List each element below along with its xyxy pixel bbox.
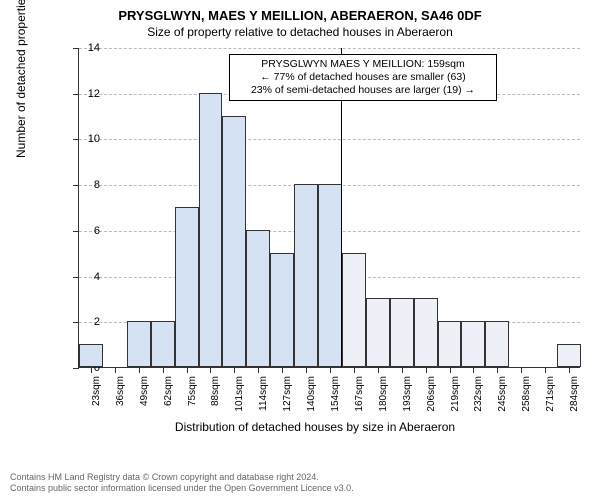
histogram-bar bbox=[79, 344, 103, 367]
x-tick-label: 62sqm bbox=[163, 376, 174, 416]
x-tick-label: 36sqm bbox=[115, 376, 126, 416]
x-tick bbox=[569, 367, 570, 373]
x-tick bbox=[306, 367, 307, 373]
x-tick bbox=[497, 367, 498, 373]
x-tick bbox=[187, 367, 188, 373]
footer-line1: Contains HM Land Registry data © Crown c… bbox=[10, 472, 354, 483]
x-tick-label: 154sqm bbox=[330, 376, 341, 416]
x-tick-label: 101sqm bbox=[234, 376, 245, 416]
y-tick-label: 2 bbox=[70, 316, 100, 328]
histogram-bar bbox=[294, 184, 318, 367]
annotation-line: ← 77% of detached houses are smaller (63… bbox=[236, 71, 490, 84]
chart-title-sub: Size of property relative to detached ho… bbox=[0, 23, 600, 39]
annotation-line: PRYSGLWYN MAES Y MEILLION: 159sqm bbox=[236, 58, 490, 71]
x-tick bbox=[139, 367, 140, 373]
histogram-bar bbox=[438, 321, 462, 367]
x-tick bbox=[473, 367, 474, 373]
footer-attribution: Contains HM Land Registry data © Crown c… bbox=[10, 472, 354, 494]
x-tick bbox=[115, 367, 116, 373]
histogram-bar bbox=[557, 344, 581, 367]
x-tick-label: 88sqm bbox=[210, 376, 221, 416]
histogram-bar bbox=[127, 321, 151, 367]
x-axis-title: Distribution of detached houses by size … bbox=[50, 420, 580, 434]
x-tick-label: 232sqm bbox=[473, 376, 484, 416]
histogram-bar bbox=[151, 321, 175, 367]
x-tick bbox=[378, 367, 379, 373]
x-tick bbox=[234, 367, 235, 373]
histogram-bar bbox=[222, 116, 246, 367]
chart-container: Number of detached properties 0246810121… bbox=[50, 48, 580, 418]
x-tick-label: 193sqm bbox=[402, 376, 413, 416]
y-tick-label: 14 bbox=[70, 42, 100, 54]
x-tick bbox=[210, 367, 211, 373]
chart-title-main: PRYSGLWYN, MAES Y MEILLION, ABERAERON, S… bbox=[0, 0, 600, 23]
x-tick bbox=[91, 367, 92, 373]
x-tick-label: 271sqm bbox=[545, 376, 556, 416]
y-tick-label: 4 bbox=[70, 271, 100, 283]
histogram-bar bbox=[199, 93, 223, 367]
x-tick bbox=[450, 367, 451, 373]
plot-area: 0246810121423sqm36sqm49sqm62sqm75sqm88sq… bbox=[78, 48, 580, 368]
x-tick bbox=[426, 367, 427, 373]
histogram-bar bbox=[390, 298, 414, 367]
x-tick-label: 114sqm bbox=[258, 376, 269, 416]
x-tick-label: 140sqm bbox=[306, 376, 317, 416]
annotation-box: PRYSGLWYN MAES Y MEILLION: 159sqm← 77% o… bbox=[229, 54, 497, 101]
histogram-bar bbox=[270, 253, 294, 367]
histogram-bar bbox=[342, 253, 366, 367]
x-tick bbox=[402, 367, 403, 373]
x-tick-label: 127sqm bbox=[282, 376, 293, 416]
grid-line bbox=[79, 139, 580, 140]
histogram-bar bbox=[318, 184, 342, 367]
y-tick-label: 10 bbox=[70, 133, 100, 145]
grid-line bbox=[79, 48, 580, 49]
histogram-bar bbox=[485, 321, 509, 367]
histogram-bar bbox=[246, 230, 270, 367]
x-tick-label: 219sqm bbox=[450, 376, 461, 416]
y-tick-label: 8 bbox=[70, 179, 100, 191]
x-tick-label: 258sqm bbox=[521, 376, 532, 416]
x-tick bbox=[545, 367, 546, 373]
histogram-bar bbox=[461, 321, 485, 367]
histogram-bar bbox=[414, 298, 438, 367]
y-tick-label: 12 bbox=[70, 88, 100, 100]
x-tick bbox=[330, 367, 331, 373]
x-tick-label: 284sqm bbox=[569, 376, 580, 416]
x-tick bbox=[354, 367, 355, 373]
x-tick-label: 180sqm bbox=[378, 376, 389, 416]
footer-line2: Contains public sector information licen… bbox=[10, 483, 354, 494]
x-tick-label: 206sqm bbox=[426, 376, 437, 416]
histogram-bar bbox=[366, 298, 390, 367]
annotation-line: 23% of semi-detached houses are larger (… bbox=[236, 84, 490, 97]
y-axis-title: Number of detached properties bbox=[14, 0, 28, 158]
x-tick bbox=[258, 367, 259, 373]
x-tick-label: 23sqm bbox=[91, 376, 102, 416]
x-tick-label: 167sqm bbox=[354, 376, 365, 416]
x-tick bbox=[521, 367, 522, 373]
x-tick-label: 49sqm bbox=[139, 376, 150, 416]
x-tick-label: 245sqm bbox=[497, 376, 508, 416]
x-tick-label: 75sqm bbox=[187, 376, 198, 416]
x-tick bbox=[163, 367, 164, 373]
y-tick-label: 6 bbox=[70, 225, 100, 237]
histogram-bar bbox=[175, 207, 199, 367]
x-tick bbox=[282, 367, 283, 373]
